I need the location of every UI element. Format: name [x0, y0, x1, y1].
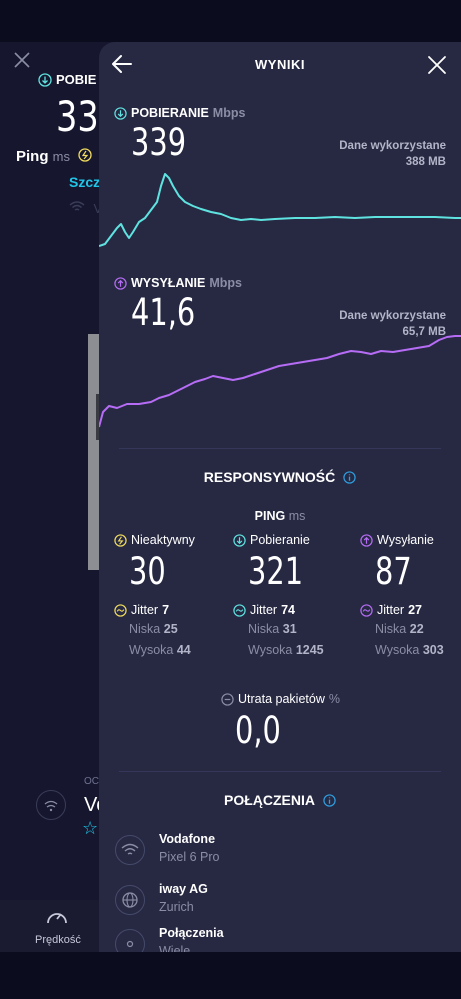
background-download-label: POBIE	[38, 72, 96, 87]
results-panel: WYNIKI POBIERANIE Mbps 339 Dane wykorzys…	[99, 42, 461, 952]
ping-upload-value: 87	[375, 550, 412, 593]
wifi-icon	[115, 835, 145, 865]
background-provider-label: OC	[84, 776, 99, 787]
responsiveness-title: RESPONSYWNOŚĆ	[99, 469, 461, 485]
wifi-icon	[69, 201, 85, 211]
jitter-download: Jitter 74	[233, 601, 324, 619]
ping-download-value: 321	[248, 550, 304, 593]
status-bar	[0, 0, 461, 42]
idle-icon	[114, 533, 127, 547]
idle-icon	[78, 148, 92, 162]
packet-loss-icon	[221, 692, 234, 706]
upload-chart	[99, 335, 461, 428]
navigation-bar	[0, 952, 461, 999]
jitter-upload: Jitter 27	[360, 601, 444, 619]
ping-column-download: Pobieranie 321 Jitter 74 Niska 31 Wysoka…	[233, 531, 324, 661]
ping-heading: PING ms	[254, 509, 306, 523]
download-icon	[38, 72, 52, 87]
ping-idle-label: Nieaktywny	[114, 531, 195, 549]
divider	[119, 771, 441, 772]
upload-chart-line	[99, 335, 461, 428]
divider	[119, 448, 441, 449]
ping-upload-high: Wysoka 303	[375, 643, 444, 657]
connection-provider[interactable]: Vodafone Pixel 6 Pro	[115, 832, 445, 872]
background-wifi: V	[69, 200, 102, 218]
jitter-icon	[233, 603, 246, 617]
background-ping-label: Ping ms	[16, 148, 71, 165]
star-icon[interactable]: ☆	[82, 818, 99, 838]
ping-idle-high: Wysoka 44	[129, 643, 191, 657]
ping-column-upload: Wysyłanie 87 Jitter 27 Niska 22 Wysoka 3…	[360, 531, 444, 661]
background-link[interactable]: Szcz	[69, 174, 101, 190]
download-icon	[114, 106, 127, 120]
download-value: 339	[131, 121, 187, 164]
info-icon[interactable]	[323, 793, 336, 807]
ping-download-label: Pobieranie	[233, 531, 324, 549]
upload-icon	[114, 276, 127, 290]
connection-mode[interactable]: Połączenia Wiele	[115, 926, 445, 952]
close-icon[interactable]	[12, 50, 32, 70]
close-icon[interactable]	[426, 54, 448, 76]
download-chart-line	[99, 173, 461, 247]
jitter-idle: Jitter 7	[114, 601, 195, 619]
ping-idle-low: Niska 25	[129, 622, 178, 636]
upload-value: 41,6	[131, 291, 196, 334]
back-arrow-icon[interactable]	[109, 52, 135, 76]
globe-icon	[115, 885, 145, 915]
jitter-icon	[114, 603, 127, 617]
ping-idle-value: 30	[129, 550, 166, 593]
speedometer-icon[interactable]	[45, 906, 69, 928]
ping-upload-label: Wysyłanie	[360, 531, 444, 549]
download-chart	[99, 173, 461, 247]
upload-label: WYSYŁANIE Mbps	[114, 276, 242, 290]
upload-data-used: Dane wykorzystane 65,7 MB	[339, 310, 446, 338]
upload-icon	[360, 533, 373, 547]
ping-download-high: Wysoka 1245	[248, 643, 324, 657]
panel-title: WYNIKI	[255, 57, 305, 72]
download-data-used: Dane wykorzystane 388 MB	[339, 140, 446, 168]
connections-title: POŁĄCZENIA	[99, 792, 461, 808]
panel-header: WYNIKI	[99, 42, 461, 86]
wifi-icon	[44, 800, 58, 812]
jitter-icon	[360, 603, 373, 617]
download-icon	[233, 533, 246, 547]
ping-upload-low: Niska 22	[375, 622, 424, 636]
ping-column-idle: Nieaktywny 30 Jitter 7 Niska 25 Wysoka 4…	[114, 531, 195, 661]
background-ad-image	[88, 334, 100, 570]
packet-loss-value: 0,0	[235, 709, 281, 752]
connections-icon	[115, 929, 145, 952]
info-icon[interactable]	[343, 470, 356, 484]
ping-download-low: Niska 31	[248, 622, 297, 636]
background-provider-icon	[36, 790, 66, 820]
download-label: POBIERANIE Mbps	[114, 106, 245, 120]
packet-loss-label: Utrata pakietów %	[221, 692, 340, 706]
tab-speed[interactable]: Prędkość	[35, 934, 81, 946]
connection-server[interactable]: iway AG Zurich	[115, 882, 445, 922]
